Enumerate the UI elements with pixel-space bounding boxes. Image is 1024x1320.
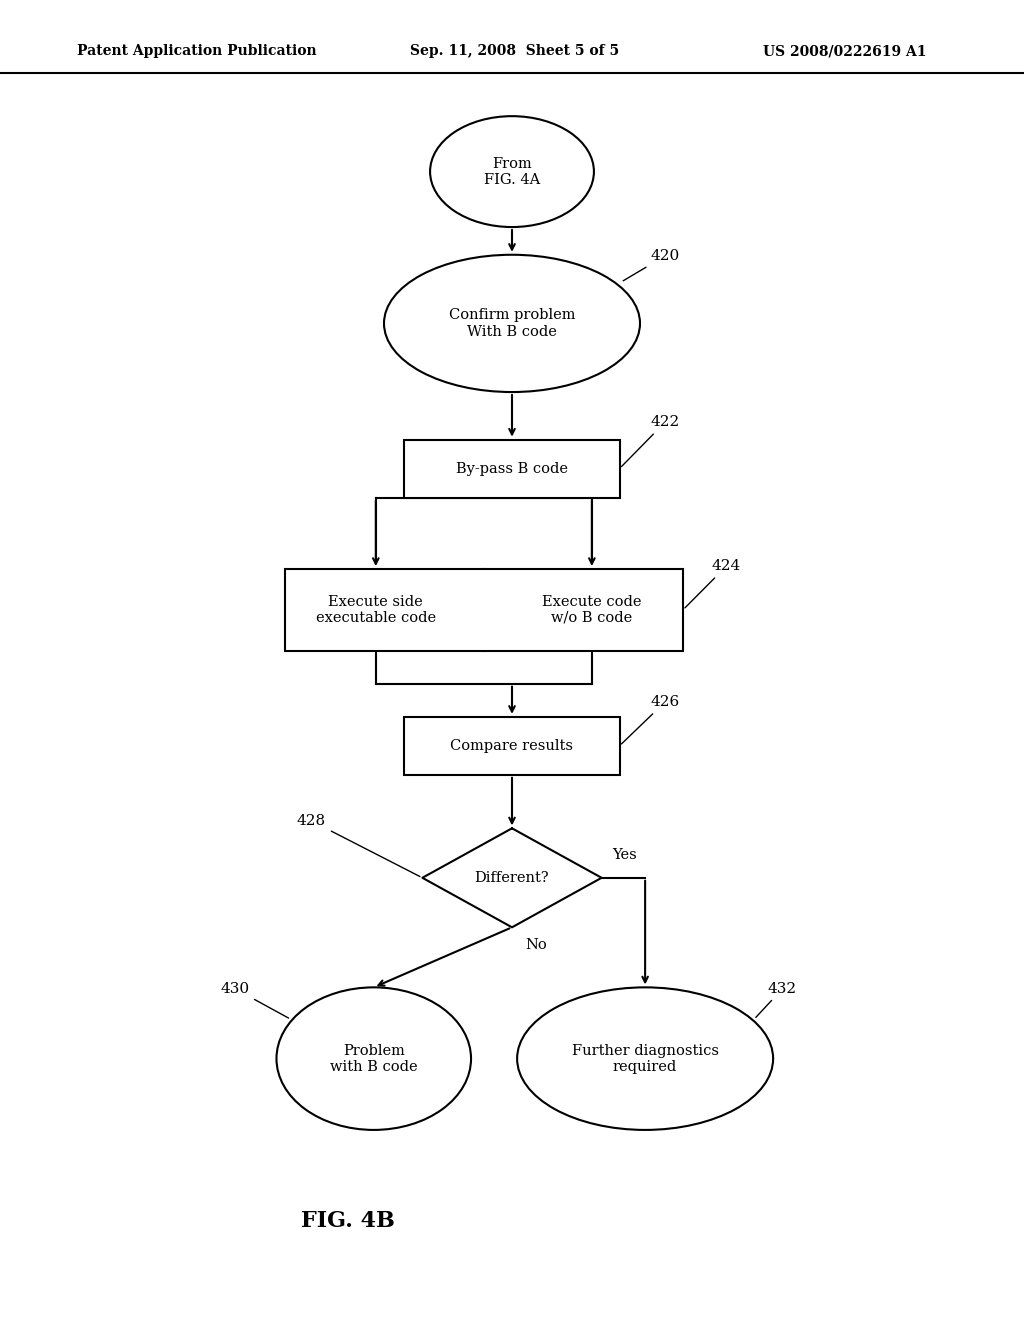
Text: US 2008/0222619 A1: US 2008/0222619 A1: [763, 45, 927, 58]
Ellipse shape: [384, 255, 640, 392]
Text: Compare results: Compare results: [451, 739, 573, 752]
Text: 430: 430: [220, 982, 289, 1018]
Text: Sep. 11, 2008  Sheet 5 of 5: Sep. 11, 2008 Sheet 5 of 5: [410, 45, 618, 58]
Text: Confirm problem
With B code: Confirm problem With B code: [449, 309, 575, 338]
Ellipse shape: [430, 116, 594, 227]
Text: Problem
with B code: Problem with B code: [330, 1044, 418, 1073]
Text: 424: 424: [685, 560, 741, 609]
Text: Execute code
w/o B code: Execute code w/o B code: [542, 595, 642, 624]
FancyBboxPatch shape: [285, 569, 683, 651]
Text: From
FIG. 4A: From FIG. 4A: [484, 157, 540, 186]
Text: 420: 420: [624, 249, 680, 281]
Text: Further diagnostics
required: Further diagnostics required: [571, 1044, 719, 1073]
Text: Execute side
executable code: Execute side executable code: [315, 595, 436, 624]
Text: 432: 432: [756, 982, 797, 1018]
Text: By-pass B code: By-pass B code: [456, 462, 568, 475]
FancyBboxPatch shape: [404, 717, 620, 775]
Ellipse shape: [276, 987, 471, 1130]
Text: Patent Application Publication: Patent Application Publication: [77, 45, 316, 58]
Text: No: No: [525, 937, 547, 952]
Text: Yes: Yes: [612, 847, 637, 862]
Text: 426: 426: [622, 696, 680, 744]
FancyBboxPatch shape: [404, 440, 620, 498]
Text: FIG. 4B: FIG. 4B: [301, 1210, 395, 1232]
Polygon shape: [422, 829, 602, 927]
Ellipse shape: [517, 987, 773, 1130]
Text: Different?: Different?: [475, 871, 549, 884]
Text: 422: 422: [622, 416, 680, 466]
Text: 428: 428: [297, 814, 420, 876]
